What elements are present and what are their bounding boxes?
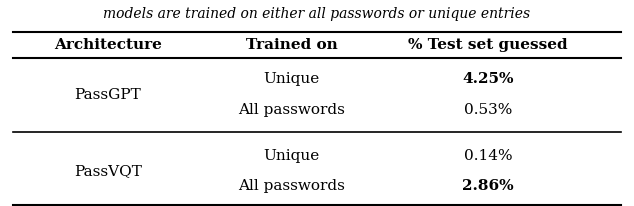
Text: Trained on: Trained on (246, 38, 337, 52)
Text: PassGPT: PassGPT (74, 88, 141, 102)
Text: All passwords: All passwords (238, 103, 345, 117)
Text: All passwords: All passwords (238, 179, 345, 193)
Text: PassVQT: PassVQT (74, 164, 142, 178)
Text: % Test set guessed: % Test set guessed (408, 38, 568, 52)
Text: 0.53%: 0.53% (464, 103, 512, 117)
Text: 2.86%: 2.86% (462, 179, 514, 193)
Text: Unique: Unique (264, 72, 320, 86)
Text: 4.25%: 4.25% (462, 72, 514, 86)
Text: models are trained on either all passwords or unique entries: models are trained on either all passwor… (103, 7, 531, 21)
Text: Unique: Unique (264, 149, 320, 163)
Text: Architecture: Architecture (54, 38, 162, 52)
Text: 0.14%: 0.14% (464, 149, 512, 163)
